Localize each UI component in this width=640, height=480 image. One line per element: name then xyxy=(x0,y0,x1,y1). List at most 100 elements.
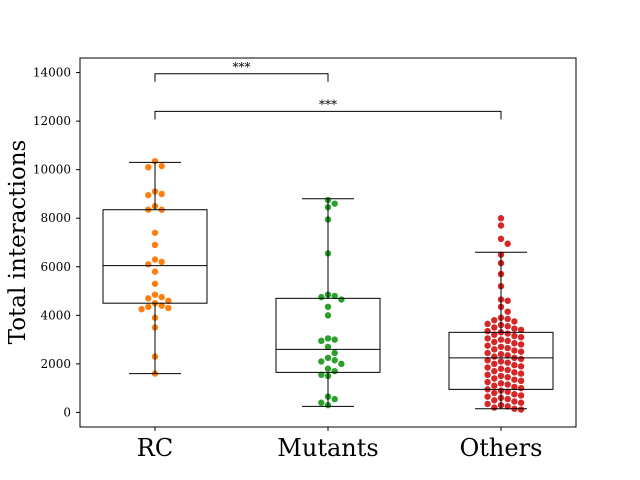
point-others-73 xyxy=(491,389,498,397)
x-tick-label-mutants: Mutants xyxy=(277,434,378,462)
box-mutants xyxy=(275,297,381,373)
point-mutants-25 xyxy=(331,395,338,403)
point-others-34 xyxy=(484,342,491,349)
box-rc xyxy=(102,209,208,304)
point-rc-9 xyxy=(151,229,159,236)
point-rc-1 xyxy=(158,162,165,170)
point-rc-13 xyxy=(145,261,152,268)
point-rc-19 xyxy=(165,297,172,304)
point-mutants-12 xyxy=(331,336,338,343)
significance-label-1: *** xyxy=(319,97,337,111)
point-others-38 xyxy=(511,347,518,354)
point-others-39 xyxy=(517,348,525,355)
point-rc-18 xyxy=(145,295,152,302)
point-mutants-18 xyxy=(318,358,325,365)
point-others-54 xyxy=(504,366,511,374)
point-rc-15 xyxy=(151,280,159,287)
point-others-65 xyxy=(497,380,505,387)
point-rc-12 xyxy=(158,258,165,266)
point-others-47 xyxy=(497,358,505,365)
point-rc-11 xyxy=(151,256,159,263)
point-others-21 xyxy=(517,326,525,334)
point-mutants-14 xyxy=(324,343,332,351)
y-tick-label-6000: 6000 xyxy=(40,260,71,274)
point-others-84 xyxy=(504,403,511,410)
point-others-61 xyxy=(491,375,498,382)
point-rc-5 xyxy=(145,191,152,199)
point-others-40 xyxy=(484,349,491,357)
point-mutants-15 xyxy=(331,349,338,357)
point-mutants-6 xyxy=(331,292,338,300)
significance-label-0: *** xyxy=(233,60,251,74)
point-mutants-19 xyxy=(338,360,345,368)
point-others-50 xyxy=(511,361,518,369)
point-others-53 xyxy=(497,365,505,372)
point-rc-4 xyxy=(158,190,165,198)
y-tick-label-8000: 8000 xyxy=(40,211,71,225)
point-rc-23 xyxy=(165,304,172,312)
point-others-31 xyxy=(491,338,498,346)
point-others-28 xyxy=(484,335,491,342)
point-others-85 xyxy=(491,404,498,411)
point-others-9 xyxy=(504,297,511,304)
point-others-19 xyxy=(491,324,498,331)
y-axis-label: Total interactions xyxy=(5,140,31,345)
y-tick-label-2000: 2000 xyxy=(40,357,71,371)
point-others-80 xyxy=(511,398,518,405)
point-mutants-26 xyxy=(318,399,325,406)
point-others-87 xyxy=(517,406,525,413)
point-others-33 xyxy=(517,341,525,348)
y-tick-label-12000: 12000 xyxy=(33,114,71,128)
point-others-74 xyxy=(511,391,518,398)
y-tick-label-14000: 14000 xyxy=(33,66,71,80)
y-tick-label-10000: 10000 xyxy=(33,163,71,177)
point-others-78 xyxy=(504,395,511,403)
point-others-43 xyxy=(491,353,498,360)
point-others-45 xyxy=(517,355,525,363)
point-others-57 xyxy=(517,370,525,377)
point-rc-22 xyxy=(145,303,152,311)
point-rc-17 xyxy=(158,293,165,301)
point-others-30 xyxy=(504,337,511,345)
point-mutants-13 xyxy=(318,337,325,345)
point-mutants-21 xyxy=(331,367,338,375)
point-others-25 xyxy=(491,331,498,338)
point-others-60 xyxy=(504,374,511,381)
point-others-76 xyxy=(484,393,491,400)
point-mutants-10 xyxy=(324,312,332,319)
point-others-64 xyxy=(484,378,491,386)
point-mutants-11 xyxy=(324,335,332,342)
point-others-26 xyxy=(511,332,518,340)
point-others-48 xyxy=(504,359,511,366)
box-others xyxy=(448,331,554,390)
point-others-63 xyxy=(517,377,525,385)
point-others-68 xyxy=(511,383,518,391)
significance-bracket-1 xyxy=(154,110,502,120)
point-others-59 xyxy=(497,372,505,380)
point-others-29 xyxy=(497,336,505,343)
y-tick-label-0: 0 xyxy=(63,405,71,419)
point-others-1 xyxy=(497,222,505,229)
point-others-58 xyxy=(484,371,491,379)
point-others-35 xyxy=(497,343,505,351)
point-rc-24 xyxy=(138,306,145,313)
point-rc-16 xyxy=(151,291,159,298)
point-others-56 xyxy=(511,369,518,376)
point-others-82 xyxy=(484,400,491,408)
x-tick-label-others: Others xyxy=(460,434,543,462)
point-others-22 xyxy=(484,327,491,335)
point-others-66 xyxy=(504,381,511,388)
point-others-42 xyxy=(504,352,511,359)
point-others-13 xyxy=(504,315,511,323)
point-others-75 xyxy=(517,392,525,399)
point-others-0 xyxy=(497,215,505,222)
point-others-41 xyxy=(497,350,505,358)
point-others-55 xyxy=(491,367,498,375)
point-rc-10 xyxy=(151,241,159,249)
point-mutants-17 xyxy=(331,357,338,364)
y-tick-label-4000: 4000 xyxy=(40,308,71,322)
point-mutants-9 xyxy=(324,303,332,311)
point-rc-14 xyxy=(151,268,159,275)
point-others-14 xyxy=(491,316,498,324)
